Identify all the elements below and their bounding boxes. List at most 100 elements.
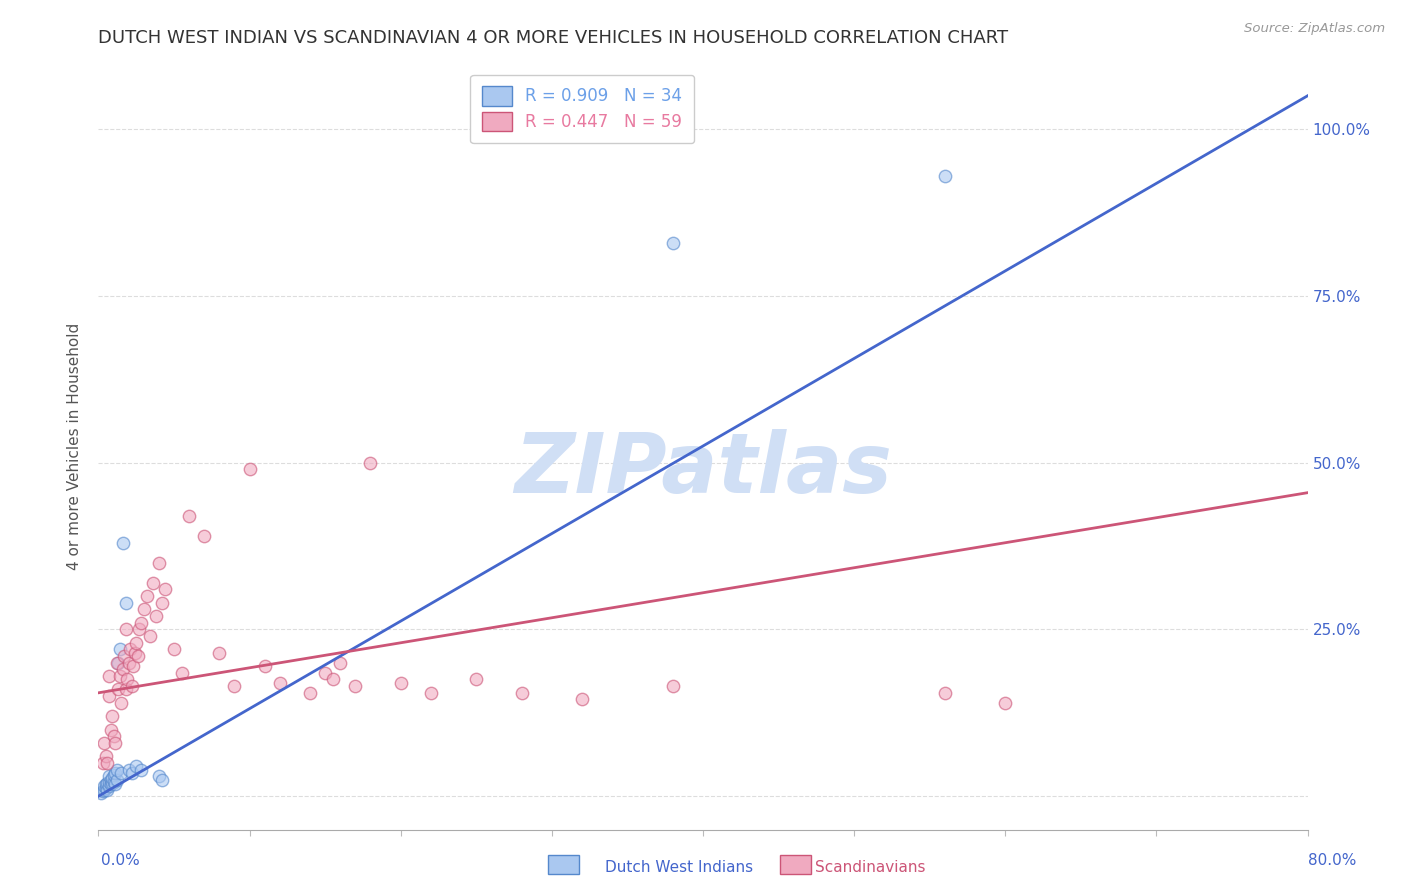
Point: [389, 675, 412, 690]
Point: [314, 665, 336, 680]
Y-axis label: 4 or more Vehicles in Household: 4 or more Vehicles in Household: [67, 322, 83, 570]
Point: [111, 663, 134, 677]
Point: [179, 509, 201, 524]
Point: [103, 768, 125, 782]
Point: [93, 782, 115, 797]
Point: [112, 649, 135, 664]
Point: [121, 679, 143, 693]
Point: [128, 623, 150, 637]
Point: [101, 776, 124, 790]
Point: [100, 723, 122, 737]
Point: [107, 656, 129, 670]
Point: [465, 673, 488, 687]
Point: [101, 771, 124, 785]
Point: [934, 169, 956, 183]
Point: [120, 642, 142, 657]
Point: [118, 763, 141, 777]
Point: [145, 609, 167, 624]
Text: DUTCH WEST INDIAN VS SCANDINAVIAN 4 OR MORE VEHICLES IN HOUSEHOLD CORRELATION CH: DUTCH WEST INDIAN VS SCANDINAVIAN 4 OR M…: [98, 29, 1008, 47]
Point: [934, 686, 956, 700]
Legend: R = 0.909   N = 34, R = 0.447   N = 59: R = 0.909 N = 34, R = 0.447 N = 59: [470, 75, 695, 143]
Point: [125, 636, 148, 650]
Point: [91, 756, 114, 770]
Point: [148, 769, 170, 783]
Point: [420, 686, 443, 700]
Point: [93, 779, 115, 793]
Point: [94, 749, 117, 764]
Point: [329, 656, 352, 670]
Point: [96, 782, 118, 797]
Text: ZIPatlas: ZIPatlas: [515, 428, 891, 509]
Point: [110, 765, 132, 780]
Point: [115, 673, 138, 687]
Text: Scandinavians: Scandinavians: [815, 860, 927, 874]
Point: [98, 769, 121, 783]
Point: [150, 596, 173, 610]
Point: [93, 736, 115, 750]
Point: [96, 756, 118, 770]
Text: 0.0%: 0.0%: [101, 854, 141, 868]
Point: [114, 682, 136, 697]
Point: [510, 686, 533, 700]
Point: [90, 786, 112, 800]
Point: [103, 729, 125, 743]
Point: [224, 679, 246, 693]
Point: [108, 642, 131, 657]
Point: [150, 772, 173, 787]
Point: [344, 679, 367, 693]
Point: [114, 596, 136, 610]
Point: [132, 602, 155, 616]
Point: [148, 556, 170, 570]
Point: [108, 669, 131, 683]
Point: [269, 675, 291, 690]
Point: [105, 772, 128, 787]
Point: [253, 659, 276, 673]
Point: [129, 615, 152, 630]
Point: [111, 535, 134, 549]
Point: [124, 646, 146, 660]
Point: [208, 646, 231, 660]
Point: [94, 777, 117, 791]
Point: [98, 689, 121, 703]
Point: [104, 777, 127, 791]
Text: 80.0%: 80.0%: [1309, 854, 1357, 868]
Point: [114, 623, 136, 637]
Point: [104, 736, 127, 750]
Point: [100, 772, 122, 787]
Point: [94, 781, 117, 796]
Point: [135, 589, 157, 603]
Point: [98, 779, 121, 793]
Point: [100, 777, 122, 791]
Point: [104, 765, 127, 780]
Point: [139, 629, 162, 643]
Point: [129, 763, 152, 777]
Point: [103, 774, 125, 789]
Point: [239, 462, 262, 476]
Point: [571, 692, 593, 706]
Point: [127, 649, 149, 664]
Point: [125, 759, 148, 773]
Point: [98, 774, 121, 789]
Point: [360, 456, 382, 470]
Point: [105, 763, 128, 777]
Point: [122, 659, 145, 673]
Point: [163, 642, 186, 657]
Point: [96, 776, 118, 790]
Point: [661, 235, 683, 250]
Point: [105, 656, 128, 670]
Point: [322, 673, 344, 687]
Point: [661, 679, 683, 693]
Point: [110, 696, 132, 710]
Point: [142, 575, 165, 590]
Point: [118, 656, 141, 670]
Point: [101, 709, 124, 723]
Point: [193, 529, 215, 543]
Text: Dutch West Indians: Dutch West Indians: [605, 860, 752, 874]
Point: [153, 582, 176, 597]
Point: [98, 669, 121, 683]
Point: [299, 686, 322, 700]
Point: [107, 682, 129, 697]
Point: [170, 665, 193, 680]
Point: [91, 784, 114, 798]
Point: [121, 765, 143, 780]
